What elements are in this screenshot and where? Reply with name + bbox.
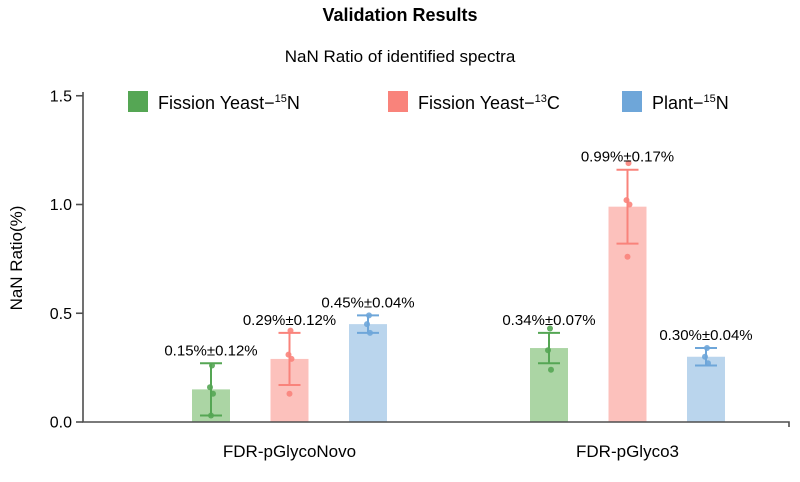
data-point-fdr-pglyconovo-fission-yeast-13c [286, 390, 293, 397]
data-point-fdr-pglyconovo-fission-yeast-15n [209, 362, 215, 369]
data-point-fdr-pglyconovo-plant-15n [366, 312, 372, 319]
data-point-fdr-pglyco3-fission-yeast-13c [623, 197, 630, 204]
annotation-fdr-pglyconovo-fission-yeast-15n: 0.15%±0.12% [164, 342, 257, 359]
data-point-fdr-pglyconovo-fission-yeast-15n [208, 412, 214, 419]
x-category-label-fdr-pglyco3: FDR-pGlyco3 [576, 442, 679, 461]
figure-title: Validation Results [322, 5, 478, 25]
annotation-fdr-pglyco3-fission-yeast-15n: 0.34%±0.07% [502, 312, 595, 329]
legend-label-fission-yeast-15n: Fission Yeast−15N [158, 93, 300, 113]
legend-label-fission-yeast-13c: Fission Yeast−13C [418, 93, 560, 113]
data-point-fdr-pglyconovo-fission-yeast-13c [288, 355, 295, 362]
bar-fdr-pglyco3-plant-15n [687, 356, 725, 422]
legend-swatch-fission-yeast-15n [128, 90, 148, 112]
data-point-fdr-pglyco3-fission-yeast-13c [624, 253, 631, 260]
y-axis-title: NaN Ratio(%) [7, 206, 26, 311]
data-point-fdr-pglyconovo-fission-yeast-15n [207, 384, 213, 391]
annotation-fdr-pglyco3-plant-15n: 0.30%±0.04% [659, 327, 752, 344]
annotation-fdr-pglyconovo-plant-15n: 0.45%±0.04% [321, 294, 414, 311]
data-point-fdr-pglyco3-fission-yeast-15n [545, 347, 551, 354]
legend-label-plant-15n: Plant−15N [652, 93, 729, 113]
data-point-fdr-pglyco3-plant-15n [704, 345, 710, 352]
data-point-fdr-pglyco3-fission-yeast-15n [547, 325, 553, 332]
y-tick-label: 1.5 [50, 88, 72, 105]
y-tick-label: 1.0 [50, 197, 72, 214]
bar-fdr-pglyconovo-plant-15n [349, 324, 387, 422]
legend-item-fission-yeast-15n: Fission Yeast−15N [128, 90, 300, 113]
x-category-label-fdr-pglyconovo: FDR-pGlycoNovo [223, 442, 356, 461]
data-point-fdr-pglyconovo-fission-yeast-13c [285, 351, 292, 358]
data-point-fdr-pglyconovo-fission-yeast-15n [210, 390, 216, 397]
legend-item-fission-yeast-13c: Fission Yeast−13C [388, 90, 560, 113]
data-point-fdr-pglyconovo-plant-15n [367, 329, 373, 336]
data-point-fdr-pglyconovo-fission-yeast-13c [287, 327, 294, 334]
annotation-fdr-pglyconovo-fission-yeast-13c: 0.29%±0.12% [243, 312, 336, 329]
legend-item-plant-15n: Plant−15N [622, 90, 729, 113]
data-point-fdr-pglyconovo-plant-15n [364, 321, 370, 328]
figure-subtitle: NaN Ratio of identified spectra [284, 47, 516, 66]
axis-lines [82, 92, 790, 427]
data-point-fdr-pglyco3-fission-yeast-13c [626, 201, 633, 208]
annotation-fdr-pglyco3-fission-yeast-13c: 0.99%±0.17% [581, 149, 674, 166]
y-tick-label: 0.0 [50, 415, 72, 432]
data-point-fdr-pglyco3-fission-yeast-13c [625, 160, 632, 167]
y-tick-label: 0.5 [50, 306, 72, 323]
legend-swatch-plant-15n [622, 90, 642, 112]
plot-area: 0.0 0.5 1.0 1.5 FDR-pGlycoNovo FDR-pGlyco3 0.1… [50, 88, 790, 461]
legend-swatch-fission-yeast-13c [388, 90, 408, 112]
data-point-fdr-pglyco3-plant-15n [702, 353, 708, 360]
data-point-fdr-pglyco3-plant-15n [705, 360, 711, 367]
data-point-fdr-pglyco3-fission-yeast-15n [548, 366, 554, 373]
